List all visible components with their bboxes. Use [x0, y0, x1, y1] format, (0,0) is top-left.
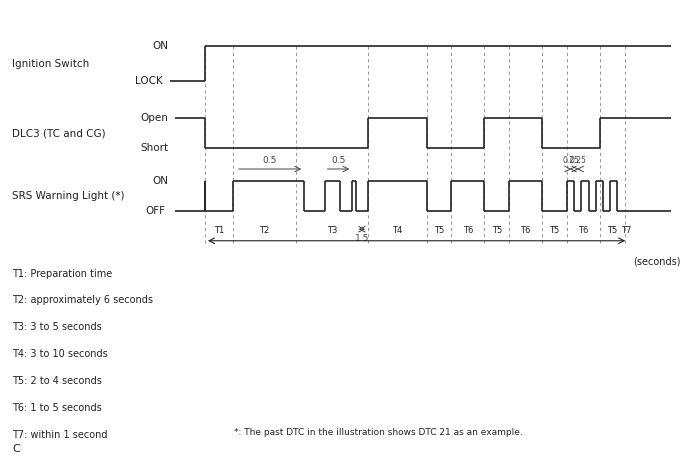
Text: OFF: OFF [145, 206, 165, 216]
Text: T6: 1 to 5 seconds: T6: 1 to 5 seconds [12, 403, 102, 413]
Text: Open: Open [140, 113, 169, 123]
Text: T6: T6 [462, 226, 473, 235]
Text: T5: T5 [550, 226, 559, 235]
Text: *: The past DTC in the illustration shows DTC 21 as an example.: *: The past DTC in the illustration show… [234, 428, 523, 438]
Text: 1.5: 1.5 [355, 234, 369, 243]
Text: ON: ON [153, 41, 169, 51]
Text: T7: within 1 second: T7: within 1 second [12, 430, 108, 440]
Text: T5: T5 [492, 226, 502, 235]
Text: ON: ON [153, 175, 169, 186]
Text: T2: approximately 6 seconds: T2: approximately 6 seconds [12, 295, 153, 306]
Text: Short: Short [140, 143, 169, 153]
Text: 0.5: 0.5 [263, 156, 277, 165]
Text: T5: T5 [608, 226, 617, 235]
Text: T5: T5 [434, 226, 444, 235]
Text: SRS Warning Light (*): SRS Warning Light (*) [12, 191, 125, 200]
Text: 0.5: 0.5 [332, 156, 345, 165]
Text: T6: T6 [578, 226, 589, 235]
Text: T3: T3 [327, 226, 337, 235]
Text: T2: T2 [259, 226, 269, 235]
Text: T1: Preparation time: T1: Preparation time [12, 269, 113, 279]
Text: T3: 3 to 5 seconds: T3: 3 to 5 seconds [12, 322, 102, 332]
Text: C: C [12, 444, 20, 454]
Text: DLC3 (TC and CG): DLC3 (TC and CG) [12, 128, 106, 138]
Text: T1: T1 [214, 226, 224, 235]
Text: (seconds): (seconds) [633, 257, 680, 267]
Text: Ignition Switch: Ignition Switch [12, 59, 89, 69]
Text: LOCK: LOCK [136, 76, 163, 86]
Text: 0.25: 0.25 [562, 156, 579, 165]
Text: T4: T4 [392, 226, 402, 235]
Text: T4: 3 to 10 seconds: T4: 3 to 10 seconds [12, 349, 108, 359]
Text: T6: T6 [520, 226, 531, 235]
Text: 0.25: 0.25 [569, 156, 586, 165]
Text: T5: 2 to 4 seconds: T5: 2 to 4 seconds [12, 376, 103, 386]
Text: T7: T7 [621, 226, 632, 235]
